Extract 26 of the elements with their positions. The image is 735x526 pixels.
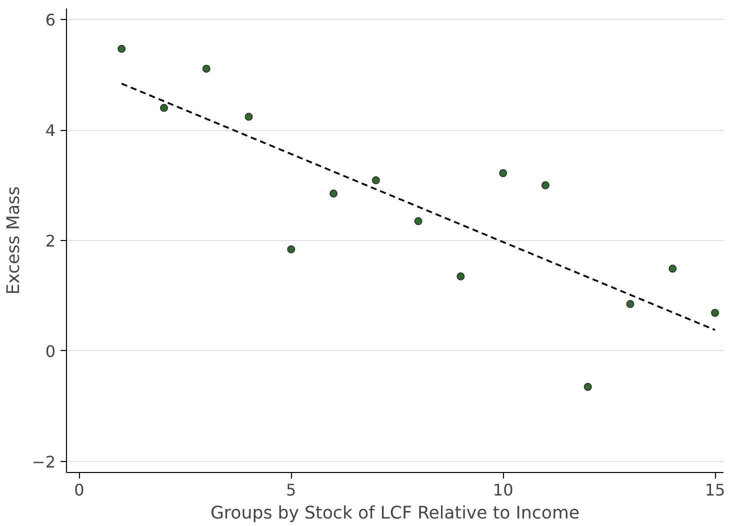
point (160, 104, 168, 112)
x-axis-title: Groups by Stock of LCF Relative to Income (210, 504, 580, 524)
point (330, 190, 338, 198)
y-tick-label: 2 (45, 232, 56, 250)
x-tick-label: 10 (492, 480, 514, 500)
point (456, 272, 465, 280)
point (541, 181, 550, 190)
point (626, 300, 634, 308)
x-tick-label: 15 (704, 480, 726, 500)
y-tick-label: 0 (45, 342, 56, 361)
point (668, 264, 677, 273)
x-tick-label: 0 (74, 480, 84, 500)
point (202, 64, 210, 73)
point (414, 217, 422, 226)
point (499, 169, 508, 178)
point (711, 308, 720, 317)
y-tick-label: 4 (45, 121, 56, 140)
point (372, 176, 380, 184)
point (287, 245, 296, 254)
y-tick-label: 6 (45, 10, 56, 30)
x-tick-label: 5 (286, 480, 296, 500)
point (584, 382, 592, 391)
y-tick-label: −2 (32, 452, 56, 472)
y-axis-title: Excess Mass (4, 186, 24, 295)
point (244, 112, 253, 121)
point (118, 44, 126, 53)
